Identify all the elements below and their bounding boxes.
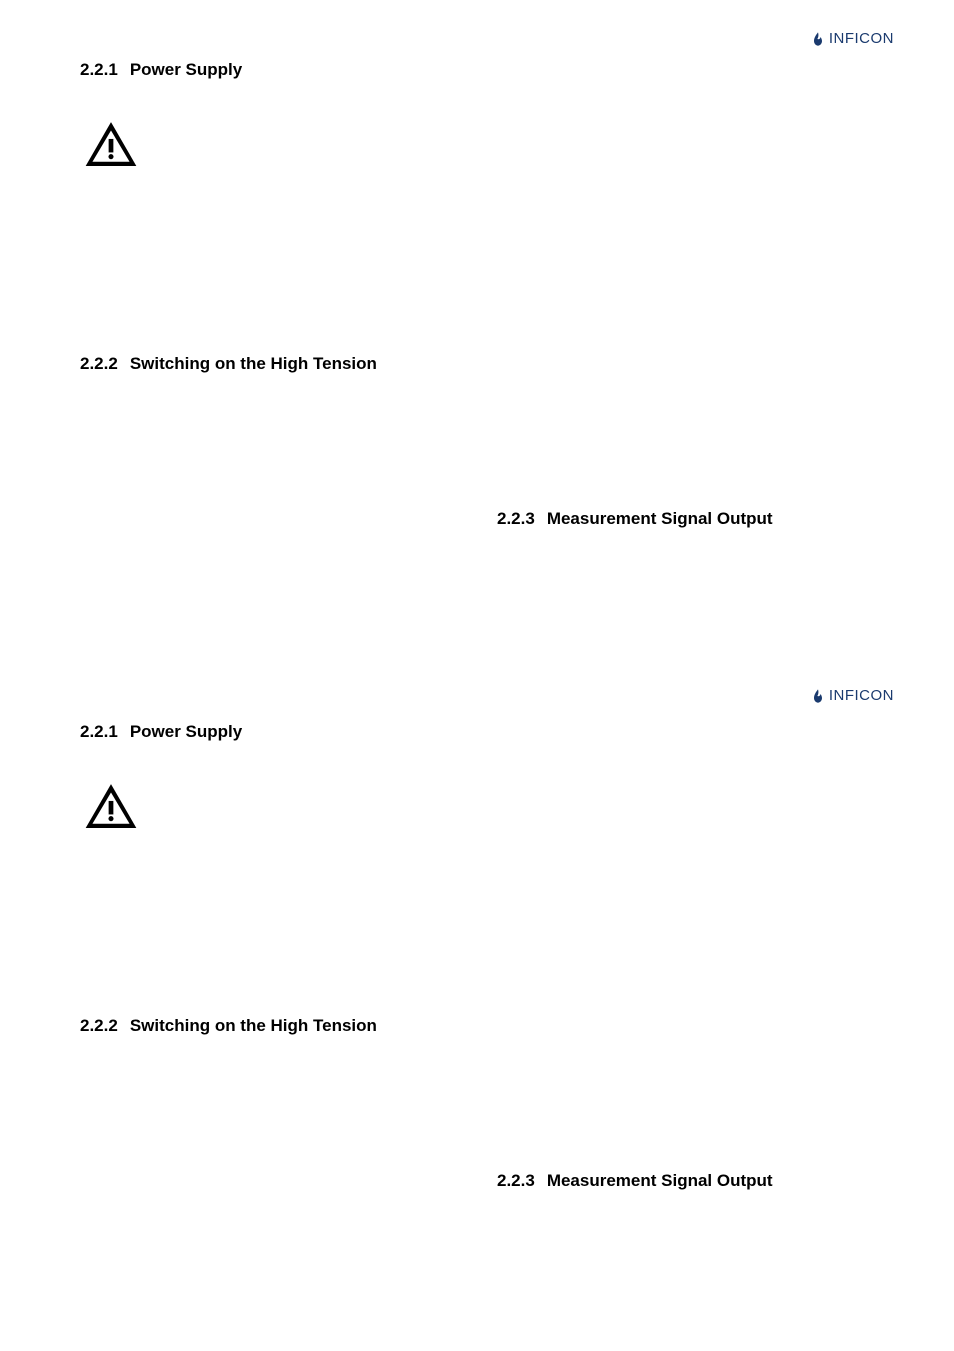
section-heading: 2.2.2 Switching on the High Tension (80, 1016, 377, 1036)
section-number: 2.2.1 (80, 60, 118, 80)
brand-logo: INFICON (810, 30, 894, 47)
section-heading: 2.2.1 Power Supply (80, 60, 242, 80)
section-number: 2.2.2 (80, 1016, 118, 1036)
section-title: Switching on the High Tension (130, 354, 377, 374)
page: INFICON 2.2.1 Power Supply 2.2.2 Switching o… (0, 0, 954, 655)
section-heading: 2.2.3 Measurement Signal Output (497, 509, 773, 529)
warning-icon (84, 779, 138, 833)
section-number: 2.2.3 (497, 1171, 535, 1191)
brand-logo-text: INFICON (829, 30, 894, 47)
brand-logo-text: INFICON (829, 687, 894, 704)
brand-logo-icon (810, 688, 826, 704)
brand-logo: INFICON (810, 687, 894, 704)
section-title: Switching on the High Tension (130, 1016, 377, 1036)
page: INFICON 2.2.1 Power Supply 2.2.2 Switching o… (0, 655, 954, 1351)
section-number: 2.2.3 (497, 509, 535, 529)
section-title: Power Supply (130, 60, 242, 80)
section-number: 2.2.1 (80, 722, 118, 742)
section-heading: 2.2.1 Power Supply (80, 722, 242, 742)
section-title: Power Supply (130, 722, 242, 742)
section-heading: 2.2.2 Switching on the High Tension (80, 354, 377, 374)
section-heading: 2.2.3 Measurement Signal Output (497, 1171, 773, 1191)
warning-icon (84, 117, 138, 171)
brand-logo-icon (810, 31, 826, 47)
section-title: Measurement Signal Output (547, 1171, 773, 1191)
section-number: 2.2.2 (80, 354, 118, 374)
section-title: Measurement Signal Output (547, 509, 773, 529)
